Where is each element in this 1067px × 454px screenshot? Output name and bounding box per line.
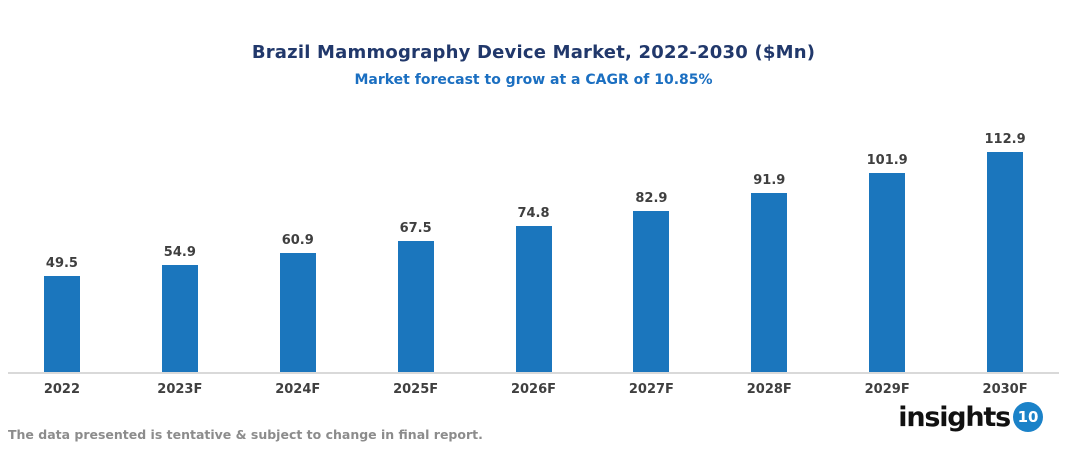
bar [397,240,434,372]
bar-column: 74.8 [475,130,593,372]
bar-column: 60.9 [239,130,357,372]
x-axis-label: 2025F [393,382,439,397]
bar [633,210,670,372]
x-axis-label: 2030F [982,382,1028,397]
x-axis-label: 2023F [157,382,203,397]
bar-value-label: 49.5 [45,255,78,271]
bar-value-label: 54.9 [163,245,196,260]
bar-column: 82.9 [592,130,710,372]
chart-subtitle: Market forecast to grow at a CAGR of 10.… [354,72,713,88]
insights10-logo: insights 10 [898,402,1043,432]
x-axis-label: 2022 [43,382,81,397]
bar [987,152,1024,372]
bar-column: 101.9 [828,130,946,372]
bar-column: 91.9 [710,130,828,372]
bar-value-label: 60.9 [281,233,314,249]
x-axis-label: 2026F [510,382,557,397]
chart-title: Brazil Mammography Device Market, 2022-2… [251,42,816,63]
bar-chart: 49.5 54.9 60.9 67.5 74.8 82.9 91.9 101.9 112.9 2… [3,130,1064,397]
disclaimer-note: The data presented is tentative & subjec… [8,427,483,442]
bar-column: 67.5 [357,130,475,372]
x-axis-line [8,372,1059,374]
bar-value-label: 82.9 [635,190,668,206]
bar-value-label: 67.5 [399,220,432,236]
bar [279,253,316,372]
bar [869,173,906,372]
plot-area: 49.5 54.9 60.9 67.5 74.8 82.9 91.9 101.9 112.9 [3,130,1064,372]
logo-text: insights [898,401,1011,433]
x-axis-label: 2027F [628,382,674,397]
bar-value-label: 91.9 [753,172,786,188]
bar [43,275,80,372]
x-axis-label: 2028F [746,382,792,397]
bar-column: 49.5 [3,130,121,372]
x-axis-label: 2024F [275,382,321,397]
bar-value-label: 112.9 [984,132,1026,147]
bar-value-label: 101.9 [866,153,908,169]
logo-badge-icon: 10 [1013,402,1043,432]
bar-value-label: 74.8 [517,206,550,222]
bar-column: 112.9 [946,130,1064,372]
bar [161,265,198,372]
x-axis-labels: 2022 2023F 2024F 2025F 2026F 2027F 2028F 2029F 2… [3,374,1064,397]
bar [751,192,788,372]
bar [515,226,552,372]
bar-column: 54.9 [121,130,239,372]
x-axis-label: 2029F [864,382,910,397]
